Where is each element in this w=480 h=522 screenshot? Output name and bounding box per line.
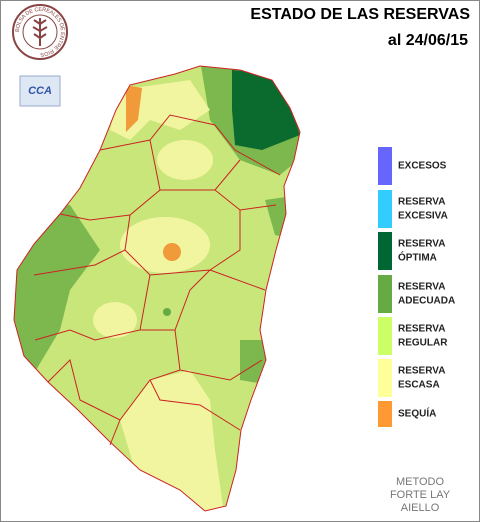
legend-label: RESERVA [398, 282, 445, 293]
legend-swatch [378, 147, 392, 185]
legend-label: ÓPTIMA [398, 251, 437, 264]
date: al 24/06/15 [388, 32, 468, 49]
legend-label: EXCESIVA [398, 211, 448, 222]
legend-label: ADECUADA [398, 296, 455, 307]
badge-text: CCA [28, 85, 52, 97]
legend-label: SEQUÍA [398, 407, 436, 420]
legend-label: REGULAR [398, 338, 448, 349]
legend-label: RESERVA [398, 366, 445, 377]
legend-swatch [378, 401, 392, 427]
legend-swatch [378, 232, 392, 270]
method-line: METODO [396, 476, 445, 488]
legend-label: RESERVA [398, 197, 445, 208]
legend-swatch [378, 359, 392, 397]
legend-swatch [378, 317, 392, 355]
badge-logo: CCA [19, 75, 61, 107]
legend-label: RESERVA [398, 239, 445, 250]
legend-label: EXCESOS [398, 161, 447, 172]
title: ESTADO DE LAS RESERVAS [250, 6, 470, 23]
legend-swatch [378, 190, 392, 228]
legend-label: ESCASA [398, 380, 440, 391]
method-line: FORTE LAY [390, 489, 451, 501]
legend-label: RESERVA [398, 324, 445, 335]
legend-swatch [378, 275, 392, 313]
institution-logo: BOLSA DE CEREALES DE ENTRE RIOS [12, 4, 68, 60]
legend: EXCESOSRESERVAEXCESIVARESERVAÓPTIMARESER… [378, 147, 455, 427]
method-line: AIELLO [401, 502, 440, 514]
